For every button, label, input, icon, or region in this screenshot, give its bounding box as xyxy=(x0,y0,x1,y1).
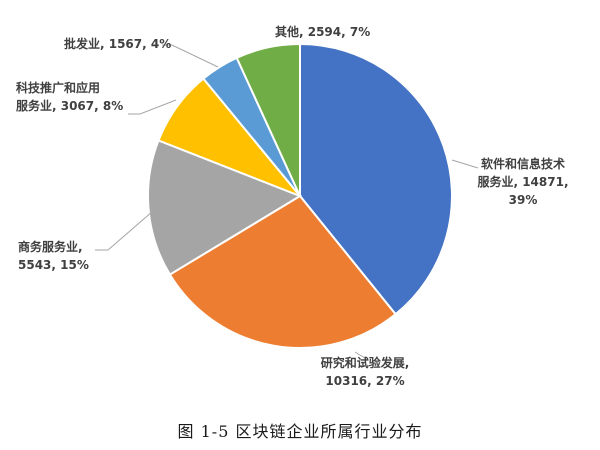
data-label-2-line-0: 商务服务业, xyxy=(18,239,83,254)
data-label-0-line-0: 软件和信息技术 xyxy=(481,156,565,171)
data-label-1-line-1: 10316, 27% xyxy=(325,374,404,388)
data-label-2: 商务服务业, 5543, 15% xyxy=(18,239,89,272)
pie-chart: 软件和信息技术服务业, 14871, 39% 研究和试验发展, 10316, 27% 商… xyxy=(16,24,569,388)
data-label-1: 研究和试验发展, 10316, 27% xyxy=(321,355,410,388)
pie-slice-2 xyxy=(147,139,303,276)
data-labels: 软件和信息技术服务业, 14871, 39% 研究和试验发展, 10316, 27% 商… xyxy=(16,24,569,388)
data-label-3-line-0: 科技推广和应用 xyxy=(16,80,100,95)
data-label-3: 科技推广和应用服务业, 3067, 8% xyxy=(16,80,123,113)
pie-slice-0 xyxy=(299,42,453,316)
leader-line-1 xyxy=(354,351,366,359)
data-label-0: 软件和信息技术服务业, 14871, 39% xyxy=(477,156,568,207)
data-label-2-line-1: 5543, 15% xyxy=(18,258,89,272)
data-label-5: 其他, 2594, 7% xyxy=(275,24,370,39)
leader-line-0 xyxy=(451,159,479,169)
figure-caption: 图 1-5 区块链企业所属行业分布 xyxy=(177,422,423,441)
leader-lines xyxy=(95,44,479,359)
leader-line-3 xyxy=(128,99,177,115)
data-label-0-line-2: 39% xyxy=(509,193,538,207)
leader-line-4 xyxy=(162,44,219,68)
data-label-1-line-0: 研究和试验发展, xyxy=(321,355,410,370)
data-label-4-line-0: 批发业, 1567, 4% xyxy=(64,36,171,51)
pie-slices xyxy=(147,42,453,349)
leader-line-2 xyxy=(95,210,154,251)
data-label-5-line-0: 其他, 2594, 7% xyxy=(275,24,370,39)
pie-slice-5 xyxy=(235,42,301,197)
pie-slice-1 xyxy=(168,194,397,349)
data-label-4: 批发业, 1567, 4% xyxy=(64,36,171,51)
data-label-0-line-1: 服务业, 14871, xyxy=(477,174,568,189)
data-label-3-line-1: 服务业, 3067, 8% xyxy=(16,98,123,113)
